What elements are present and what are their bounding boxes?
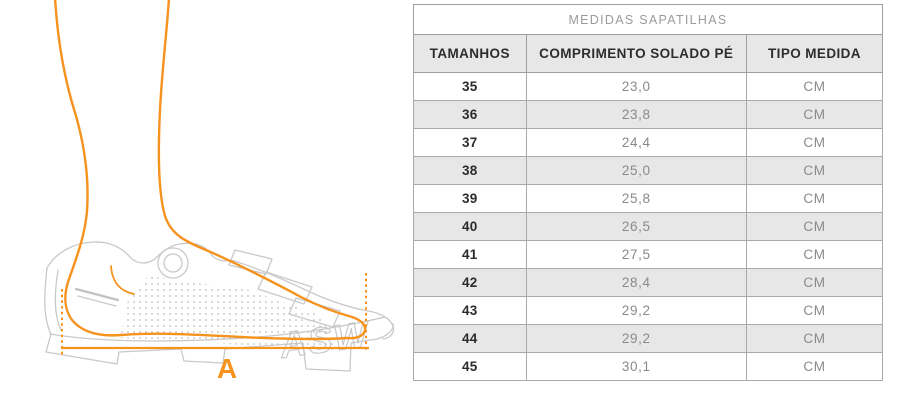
length-cell: 25,0 bbox=[525, 156, 747, 185]
table-row: 44 29,2 CM bbox=[413, 324, 884, 353]
unit-cell: CM bbox=[745, 156, 884, 185]
size-cell: 43 bbox=[413, 296, 527, 325]
size-chart-panel: MEDIDAS SAPATILHAS TAMANHOS COMPRIMENTO … bbox=[410, 0, 900, 400]
size-cell: 39 bbox=[413, 184, 527, 213]
unit-cell: CM bbox=[745, 268, 884, 297]
shoe-sketch: ASW bbox=[44, 241, 395, 372]
length-cell: 23,0 bbox=[525, 72, 747, 101]
size-cell: 35 bbox=[413, 72, 527, 101]
length-cell: 24,4 bbox=[525, 128, 747, 157]
unit-cell: CM bbox=[745, 352, 884, 381]
unit-cell: CM bbox=[745, 128, 884, 157]
length-cell: 29,2 bbox=[525, 324, 747, 353]
leg-foot-path bbox=[53, 0, 367, 341]
heel-counter bbox=[44, 267, 52, 335]
table-title-row: MEDIDAS SAPATILHAS bbox=[413, 4, 883, 35]
length-cell: 30,1 bbox=[525, 352, 747, 381]
unit-cell: CM bbox=[745, 296, 884, 325]
shoe-sole-length-figure: ASW A bbox=[0, 0, 410, 400]
size-cell: 44 bbox=[413, 324, 527, 353]
table-row: 35 23,0 CM bbox=[413, 72, 884, 101]
table-row: 37 24,4 CM bbox=[413, 128, 884, 157]
size-cell: 38 bbox=[413, 156, 527, 185]
table-row: 41 27,5 CM bbox=[413, 240, 884, 269]
table-row: 43 29,2 CM bbox=[413, 296, 884, 325]
length-cell: 27,5 bbox=[525, 240, 747, 269]
size-cell: 37 bbox=[413, 128, 527, 157]
upper-outline bbox=[230, 259, 395, 340]
foot-outline bbox=[53, 0, 367, 341]
unit-cell: CM bbox=[745, 100, 884, 129]
column-header-unit: TIPO MEDIDA bbox=[745, 34, 884, 73]
table-row: 45 30,1 CM bbox=[413, 352, 884, 381]
table-title: MEDIDAS SAPATILHAS bbox=[413, 4, 883, 35]
table-row: 38 25,0 CM bbox=[413, 156, 884, 185]
length-cell: 28,4 bbox=[525, 268, 747, 297]
length-cell: 25,8 bbox=[525, 184, 747, 213]
closure-dial-icon bbox=[157, 247, 189, 279]
heel-text-decoration-2 bbox=[77, 295, 117, 307]
column-header-sizes: TAMANHOS bbox=[413, 34, 527, 73]
heel-seam bbox=[54, 269, 62, 331]
measurement-annotation: A bbox=[61, 273, 369, 384]
size-cell: 45 bbox=[413, 352, 527, 381]
size-cell: 42 bbox=[413, 268, 527, 297]
ankle-arc bbox=[110, 265, 135, 295]
unit-cell: CM bbox=[745, 72, 884, 101]
column-header-length: COMPRIMENTO SOLADO PÉ bbox=[525, 34, 747, 73]
outsole-cleats bbox=[45, 323, 394, 372]
strap-top bbox=[228, 249, 273, 275]
table-row: 40 26,5 CM bbox=[413, 212, 884, 241]
measure-label: A bbox=[217, 353, 237, 384]
table-header-row: TAMANHOS COMPRIMENTO SOLADO PÉ TIPO MEDI… bbox=[413, 34, 884, 73]
size-cell: 36 bbox=[413, 100, 527, 129]
unit-cell: CM bbox=[745, 184, 884, 213]
size-chart-table: MEDIDAS SAPATILHAS TAMANHOS COMPRIMENTO … bbox=[413, 4, 884, 381]
unit-cell: CM bbox=[745, 240, 884, 269]
heel-text-decoration bbox=[74, 287, 120, 302]
table-row: 42 28,4 CM bbox=[413, 268, 884, 297]
mesh-texture bbox=[120, 276, 336, 350]
shoe-measurement-diagram: ASW A bbox=[44, 0, 395, 384]
length-cell: 29,2 bbox=[525, 296, 747, 325]
unit-cell: CM bbox=[745, 212, 884, 241]
length-cell: 23,8 bbox=[525, 100, 747, 129]
closure-dial-inner bbox=[163, 253, 183, 273]
table-row: 39 25,8 CM bbox=[413, 184, 884, 213]
strap-middle bbox=[257, 271, 313, 305]
unit-cell: CM bbox=[745, 324, 884, 353]
table-row: 36 23,8 CM bbox=[413, 100, 884, 129]
length-cell: 26,5 bbox=[525, 212, 747, 241]
size-cell: 41 bbox=[413, 240, 527, 269]
size-cell: 40 bbox=[413, 212, 527, 241]
